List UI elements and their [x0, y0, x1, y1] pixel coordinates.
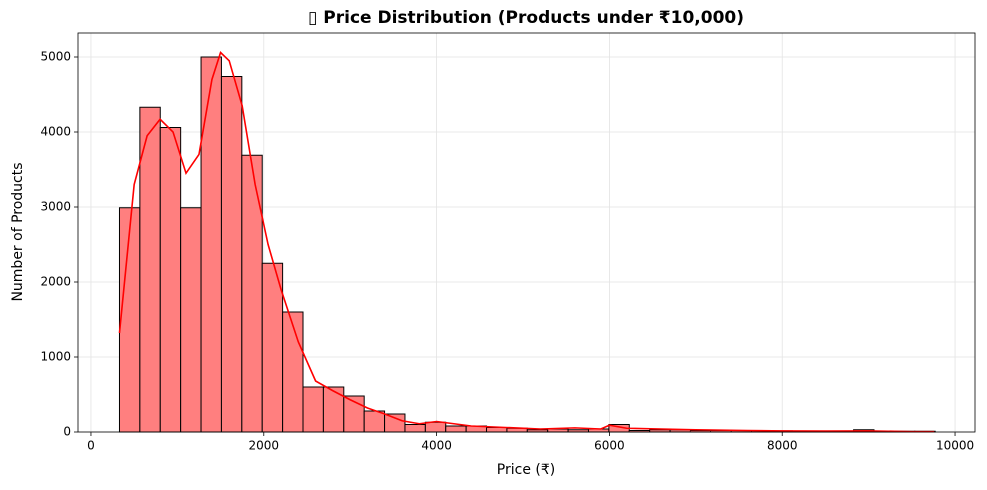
histogram-bar	[159, 127, 182, 433]
x-tick-label: 0	[87, 439, 95, 453]
y-tick-label: 5000	[40, 50, 71, 64]
histogram-bar	[200, 56, 222, 433]
x-tick-label: 4000	[421, 439, 452, 453]
plot-frame	[77, 32, 976, 433]
histogram-bar	[322, 386, 345, 433]
histogram-bar	[241, 154, 263, 433]
x-tick-label: 8000	[767, 439, 798, 453]
x-tick-label: 2000	[249, 439, 280, 453]
histogram-bar	[282, 311, 304, 433]
y-tick-label: 1000	[40, 350, 71, 364]
histogram-bar	[302, 386, 324, 433]
y-tick-label: 4000	[40, 125, 71, 139]
histogram-bar	[404, 424, 426, 433]
histogram-bar	[220, 76, 243, 433]
y-axis-label: Number of Products	[10, 162, 26, 301]
y-tick-label: 2000	[40, 275, 71, 289]
histogram-bar	[384, 413, 406, 433]
histogram-bar	[139, 106, 161, 433]
x-axis-label: Price (₹)	[497, 462, 555, 478]
histogram-bar	[445, 425, 467, 433]
histogram-bar	[261, 262, 284, 433]
y-tick-label: 0	[63, 425, 71, 439]
y-tick-label: 3000	[40, 200, 71, 214]
histogram-bar	[180, 207, 202, 433]
chart-title: ▯ Price Distribution (Products under ₹10…	[308, 8, 744, 28]
x-tick-label: 10000	[936, 439, 974, 453]
histogram-bar	[363, 410, 386, 433]
histogram-bar	[118, 207, 141, 433]
kde-line	[118, 51, 935, 433]
histogram-bar	[424, 421, 447, 433]
x-tick-label: 6000	[594, 439, 625, 453]
